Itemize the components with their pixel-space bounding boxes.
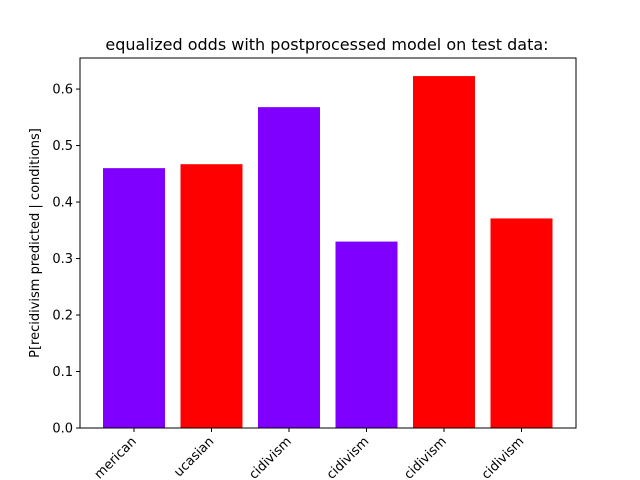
y-tick-label: 0.2 <box>52 309 73 324</box>
y-tick-label: 0.1 <box>52 365 73 380</box>
y-tick-label: 0.6 <box>52 83 73 98</box>
bar-1 <box>180 164 243 428</box>
y-axis: 0.0 0.1 0.2 0.3 0.4 0.5 0.6 <box>52 83 80 437</box>
x-tick-label: ucasian <box>171 434 217 480</box>
plot-frame <box>79 57 577 429</box>
y-axis-label: P[recidivism predicted | conditions] <box>28 128 43 358</box>
x-axis: merican ucasian cidivism cidivism cidivism ci… <box>92 428 527 480</box>
bar-5 <box>490 218 553 428</box>
y-tick-label: 0.0 <box>52 422 73 437</box>
bar-0 <box>103 168 165 429</box>
x-tick-label: cidivism <box>324 434 372 480</box>
y-tick-label: 0.4 <box>52 196 73 211</box>
x-tick-label: cidivism <box>246 434 294 480</box>
bars-group <box>103 76 553 429</box>
x-tick-label: cidivism <box>479 434 527 480</box>
bar-3 <box>335 241 398 428</box>
chart-title: equalized odds with postprocessed model … <box>105 35 548 54</box>
x-tick-label: cidivism <box>401 434 449 480</box>
x-tick-label: merican <box>92 434 140 480</box>
bar-2 <box>258 107 320 429</box>
bar-4 <box>413 76 475 429</box>
y-tick-label: 0.5 <box>52 139 73 154</box>
y-tick-label: 0.3 <box>52 252 73 267</box>
